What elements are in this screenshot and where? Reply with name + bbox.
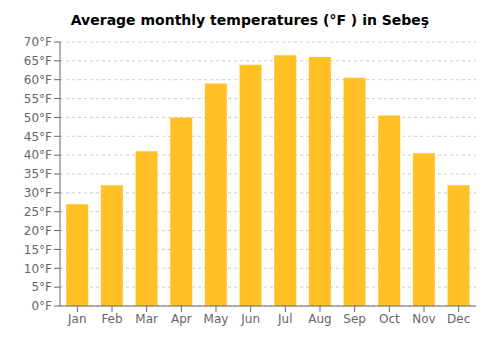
svg-text:20°F: 20°F [24, 224, 52, 238]
svg-text:May: May [204, 312, 229, 326]
svg-text:50°F: 50°F [24, 111, 52, 125]
svg-text:Jun: Jun [240, 312, 260, 326]
svg-text:Jul: Jul [277, 312, 292, 326]
html-text:Average monthly temperatures (: Average monthly temperatures (°F ) in Se… [70, 12, 430, 28]
svg-text:Aug: Aug [308, 312, 331, 326]
svg-text:Apr: Apr [171, 312, 192, 326]
svg-text:Sep: Sep [343, 312, 366, 326]
svg-text:45°F: 45°F [24, 130, 52, 144]
svg-text:55°F: 55°F [24, 92, 52, 106]
svg-text:5°F: 5°F [31, 280, 52, 294]
svg-text:60°F: 60°F [24, 73, 52, 87]
svg-text:35°F: 35°F [24, 167, 52, 181]
svg-text:Nov: Nov [412, 312, 435, 326]
svg-text:10°F: 10°F [24, 262, 52, 276]
svg-text:Oct: Oct [379, 312, 400, 326]
svg-text:Dec: Dec [447, 312, 470, 326]
svg-text:65°F: 65°F [24, 54, 52, 68]
svg-text:Feb: Feb [101, 312, 122, 326]
svg-text:Mar: Mar [135, 312, 158, 326]
svg-text:25°F: 25°F [24, 205, 52, 219]
svg-text:30°F: 30°F [24, 186, 52, 200]
svg-text:Jan: Jan [67, 312, 87, 326]
svg-text:15°F: 15°F [24, 243, 52, 257]
svg-text:40°F: 40°F [24, 148, 52, 162]
svg-text:0°F: 0°F [31, 299, 52, 313]
svg-text:70°F: 70°F [24, 35, 52, 49]
